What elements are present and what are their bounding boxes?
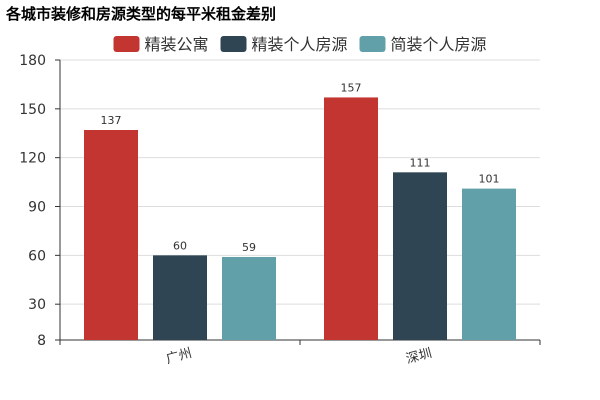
y-tick-label: 60 — [28, 248, 46, 264]
y-tick-label: 30 — [28, 297, 46, 313]
bar — [462, 188, 516, 340]
y-tick-label: 180 — [19, 53, 46, 69]
bar-value-label: 101 — [479, 173, 500, 186]
bar-value-label: 137 — [101, 114, 122, 127]
legend-swatch — [359, 36, 386, 52]
legend-item[interactable]: 精装公寓 — [113, 35, 209, 54]
bar — [393, 172, 447, 340]
chart-title: 各城市装修和房源类型的每平米租金差别 — [5, 5, 276, 23]
bars — [84, 97, 516, 340]
y-tick-label: 90 — [28, 200, 46, 216]
legend-label: 精装公寓 — [145, 35, 209, 54]
bar — [153, 255, 207, 340]
bar — [324, 97, 378, 340]
grid-lines — [60, 59, 540, 305]
bar-value-label: 59 — [242, 241, 256, 254]
y-axis: 8 30 60 90 120 150 180 — [19, 53, 61, 349]
x-tick-label: 广州 — [165, 346, 194, 367]
legend-label: 精装个人房源 — [252, 35, 348, 54]
x-tick-label: 深圳 — [405, 346, 434, 367]
legend-item[interactable]: 精装个人房源 — [220, 35, 348, 54]
bar-labels: 137 60 59 157 111 101 — [101, 81, 500, 254]
y-tick-label: 150 — [19, 102, 46, 118]
y-tick-label: 8 — [37, 333, 46, 349]
legend-swatch — [220, 36, 247, 52]
legend[interactable]: 精装公寓 精装个人房源 简装个人房源 — [113, 35, 487, 54]
y-tick-label: 120 — [19, 151, 46, 167]
bar — [84, 130, 138, 340]
legend-label: 简装个人房源 — [391, 35, 487, 54]
bar-value-label: 60 — [173, 239, 187, 252]
bar — [222, 256, 276, 340]
bar-value-label: 157 — [341, 81, 362, 94]
legend-item[interactable]: 简装个人房源 — [359, 35, 487, 54]
legend-swatch — [113, 36, 140, 52]
x-axis: 广州 深圳 — [59, 339, 541, 367]
bar-value-label: 111 — [410, 156, 431, 169]
